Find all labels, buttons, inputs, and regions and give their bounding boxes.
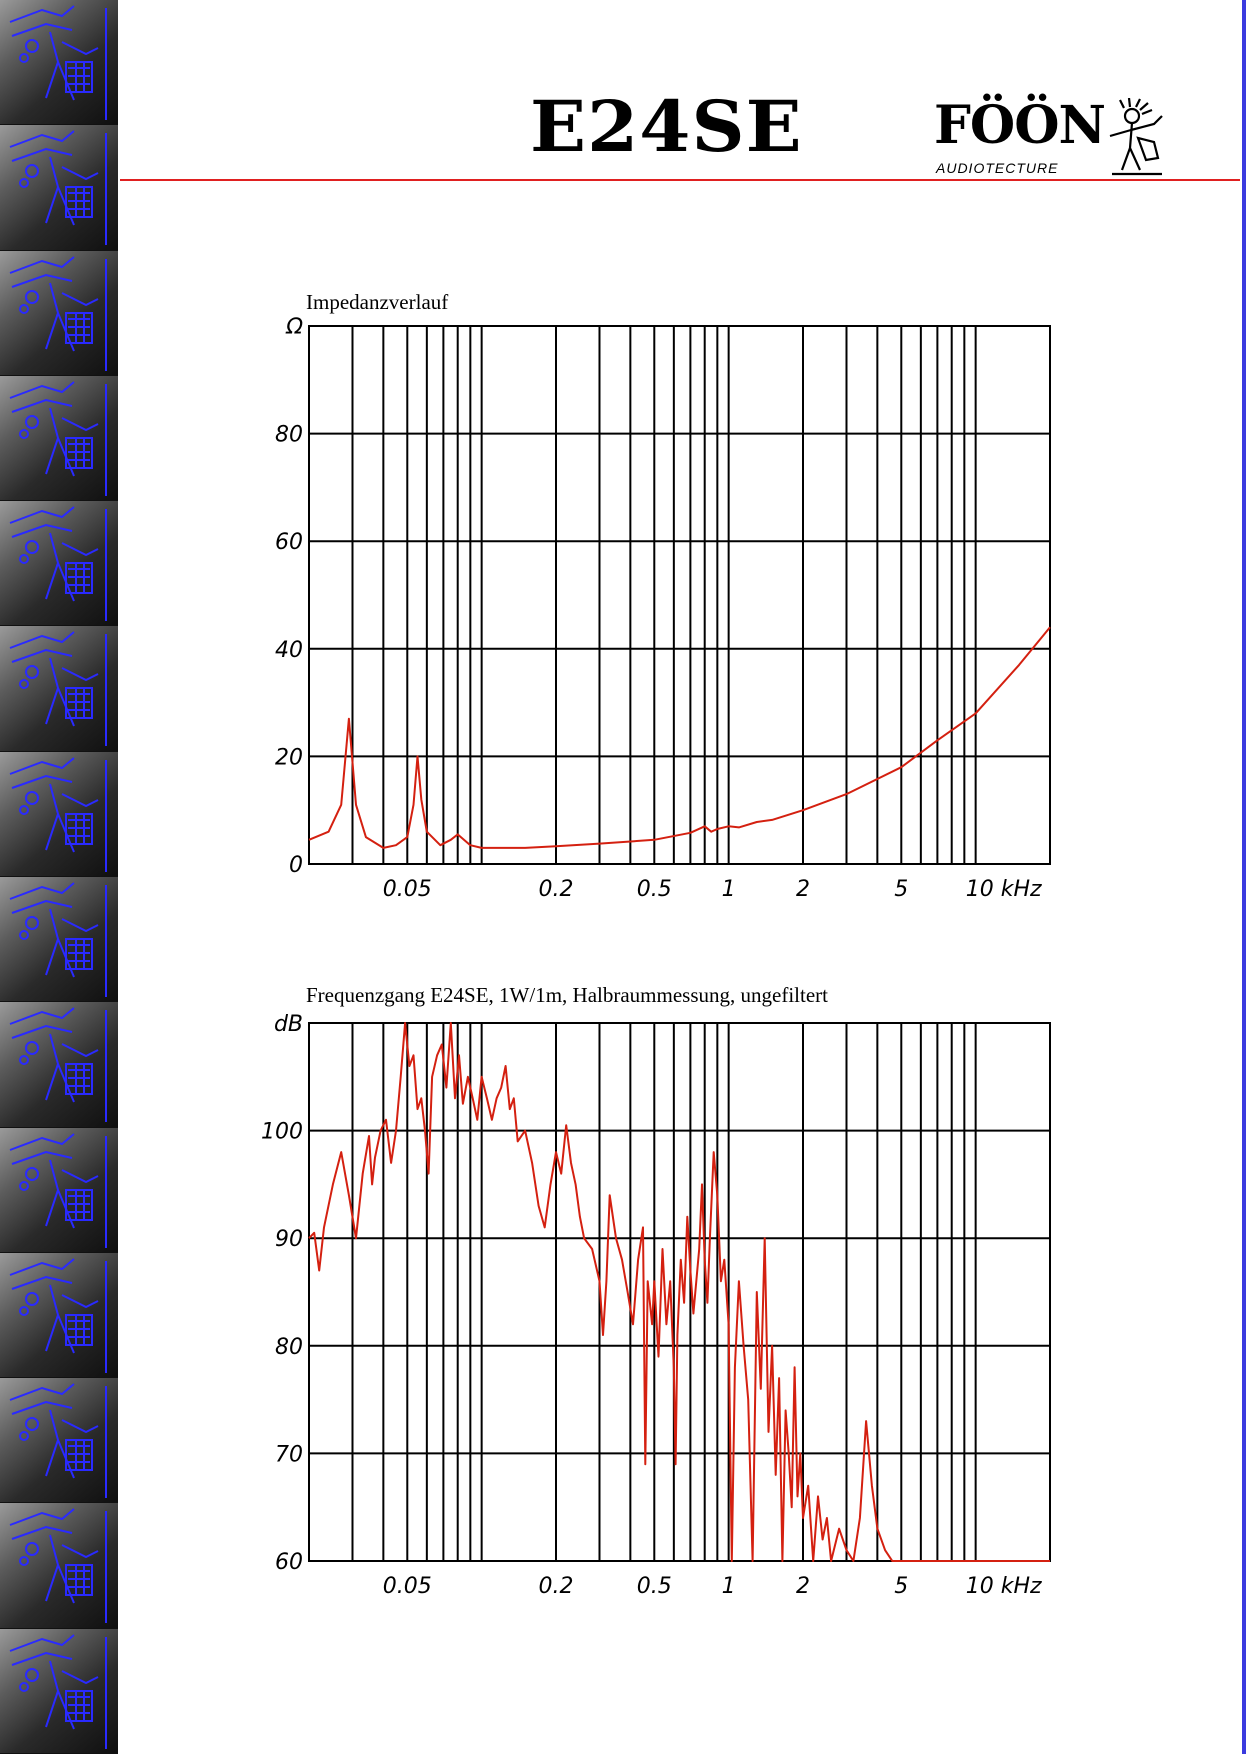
y-tick-label: 70 bbox=[275, 1442, 303, 1467]
sidebar-pattern-tile bbox=[0, 1503, 118, 1629]
warrior-pattern-icon bbox=[9, 1633, 107, 1749]
x-tick-label: 0.5 bbox=[637, 877, 672, 902]
warrior-pattern-icon bbox=[9, 506, 107, 622]
y-tick-label: Ω bbox=[285, 315, 303, 340]
x-tick-label: 10 kHz bbox=[966, 877, 1042, 902]
series-line bbox=[308, 1022, 1050, 1562]
sidebar-pattern-tile bbox=[0, 1127, 118, 1253]
x-tick-label: 0.5 bbox=[637, 1574, 672, 1599]
series-line bbox=[308, 626, 1051, 849]
chart-title-impedance: Impedanzverlauf bbox=[306, 290, 449, 314]
warrior-pattern-icon bbox=[9, 1007, 107, 1123]
x-tick-label: 5 bbox=[894, 1574, 908, 1599]
sidebar-pattern-tile bbox=[0, 0, 118, 126]
x-tick-label: 5 bbox=[894, 877, 908, 902]
sidebar-pattern-tile bbox=[0, 375, 118, 502]
y-tick-label: 60 bbox=[275, 530, 303, 555]
sidebar-pattern-tile bbox=[0, 250, 118, 376]
warrior-pattern-icon bbox=[9, 1258, 107, 1373]
warrior-pattern-icon bbox=[9, 5, 107, 120]
sidebar-pattern-column bbox=[0, 0, 118, 1754]
warrior-pattern-icon bbox=[9, 882, 107, 997]
header-divider bbox=[120, 179, 1240, 181]
x-tick-label: 1 bbox=[722, 877, 736, 902]
x-tick-label: 0.05 bbox=[383, 1574, 432, 1599]
sidebar-pattern-tile bbox=[0, 1002, 118, 1128]
y-tick-label: 20 bbox=[275, 745, 303, 770]
brand-tagline: AUDIOTECTURE bbox=[936, 160, 1059, 176]
warrior-pattern-icon bbox=[9, 255, 107, 371]
warrior-pattern-icon bbox=[9, 631, 107, 747]
y-tick-label: 90 bbox=[275, 1227, 303, 1252]
warrior-pattern-icon bbox=[9, 1383, 107, 1499]
sidebar-pattern-tile bbox=[0, 876, 118, 1003]
chart-title-frequency-response: Frequenzgang E24SE, 1W/1m, Halbraummessu… bbox=[306, 983, 828, 1007]
x-tick-label: 2 bbox=[796, 1574, 810, 1599]
sidebar-pattern-tile bbox=[0, 125, 118, 251]
x-tick-label: 2 bbox=[796, 877, 810, 902]
warrior-pattern-icon bbox=[9, 1132, 107, 1248]
warrior-pattern-icon bbox=[9, 756, 107, 872]
x-tick-label: 0.2 bbox=[539, 877, 574, 902]
sidebar-pattern-tile bbox=[0, 1378, 118, 1504]
plot-frame bbox=[308, 1022, 1051, 1562]
x-tick-label: 0.05 bbox=[383, 877, 432, 902]
warrior-pattern-icon bbox=[9, 1508, 107, 1624]
x-tick-label: 10 kHz bbox=[966, 1574, 1042, 1599]
sidebar-pattern-tile bbox=[0, 1252, 118, 1379]
y-tick-label: 80 bbox=[275, 1335, 303, 1360]
model-title: E24SE bbox=[530, 85, 803, 168]
x-tick-label: 0.2 bbox=[539, 1574, 574, 1599]
x-tick-label: 1 bbox=[722, 1574, 736, 1599]
sidebar-pattern-tile bbox=[0, 626, 118, 752]
y-tick-label: 60 bbox=[275, 1550, 303, 1575]
brand-logo: FÖÖN AUDIOTECTURE bbox=[934, 95, 1174, 182]
warrior-pattern-icon bbox=[9, 130, 107, 246]
y-tick-label: 80 bbox=[275, 423, 303, 448]
y-tick-label: dB bbox=[274, 1012, 303, 1037]
y-tick-label: 0 bbox=[289, 853, 303, 878]
plot-frame bbox=[308, 325, 1051, 865]
page-right-border bbox=[1242, 0, 1246, 1754]
sidebar-pattern-tile bbox=[0, 501, 118, 627]
y-tick-label: 100 bbox=[261, 1120, 303, 1145]
brand-name: FÖÖN bbox=[934, 95, 1106, 156]
y-tick-label: 40 bbox=[275, 638, 303, 663]
warrior-figure-icon bbox=[1109, 98, 1163, 176]
sidebar-pattern-tile bbox=[0, 1628, 118, 1754]
sidebar-pattern-tile bbox=[0, 751, 118, 877]
warrior-pattern-icon bbox=[9, 381, 107, 496]
